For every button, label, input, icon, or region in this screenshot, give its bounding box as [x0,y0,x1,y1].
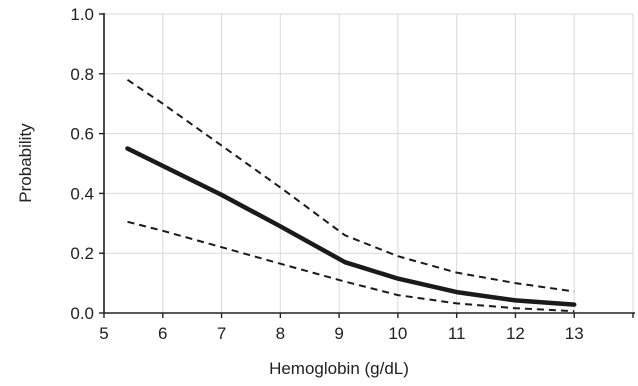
x-tick-label: 13 [565,324,584,343]
lower-bound-line [127,220,575,313]
x-tick-label: 9 [334,324,343,343]
y-axis-title: Probability [16,123,35,203]
y-tick-label: 0.4 [70,184,94,203]
y-tick-label: 0.6 [70,125,94,144]
axes [99,13,635,318]
x-tick-label: 12 [506,324,525,343]
x-tick-label: 5 [99,324,108,343]
x-tick-labels: 5 6 7 8 9 10 11 12 13 [99,324,583,343]
x-tick-label: 8 [276,324,285,343]
y-tick-label: 0.2 [70,244,94,263]
y-tick-label: 1.0 [70,5,94,24]
y-tick-label: 0.8 [70,65,94,84]
y-tick-labels: 0.0 0.2 0.4 0.6 0.8 1.0 [70,5,94,323]
gridlines [104,13,634,313]
x-tick-label: 10 [388,324,407,343]
y-tick-label: 0.0 [70,304,94,323]
x-tick-label: 11 [448,324,466,343]
x-tick-label: 7 [217,324,226,343]
x-tick-label: 6 [158,324,167,343]
estimate-line [125,146,577,307]
series-lines [125,78,577,313]
x-axis-title: Hemoglobin (g/dL) [269,359,409,378]
upper-bound-line [126,78,575,293]
